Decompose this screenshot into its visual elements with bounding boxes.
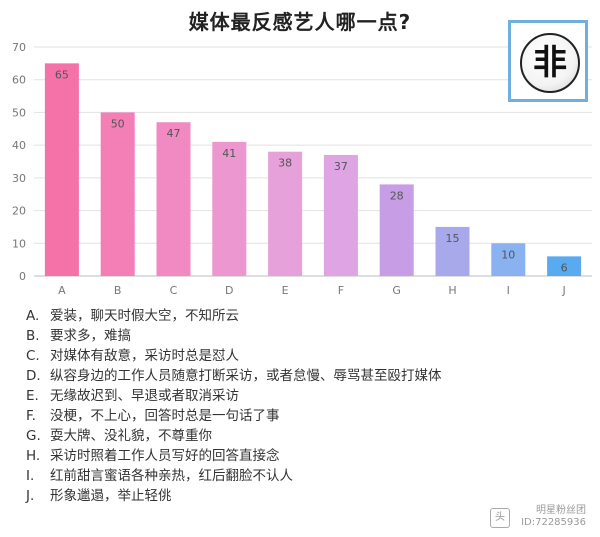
y-tick-label: 40 bbox=[12, 139, 26, 152]
y-tick-label: 60 bbox=[12, 74, 26, 87]
legend-key: D. bbox=[26, 368, 41, 384]
y-tick-label: 30 bbox=[12, 172, 26, 185]
legend-item-c: C. 对媒体有敌意，采访时总是怼人 bbox=[26, 346, 586, 366]
data-label: 28 bbox=[390, 189, 404, 202]
legend-key: G. bbox=[26, 428, 41, 444]
legend-item-f: F. 没梗，不上心，回答时总是一句话了事 bbox=[26, 406, 586, 426]
watermark-line2: ID:72285936 bbox=[521, 517, 586, 528]
x-tick-label: B bbox=[114, 284, 122, 297]
y-tick-label: 50 bbox=[12, 106, 26, 119]
legend-key: C. bbox=[26, 348, 40, 364]
data-label: 37 bbox=[334, 160, 348, 173]
legend-item-j: J. 形象邋遢，举止轻佻 bbox=[26, 486, 586, 506]
bar bbox=[435, 226, 470, 276]
watermark: 明星粉丝团 ID:72285936 bbox=[521, 505, 586, 529]
legend-item-d: D. 纵容身边的工作人员随意打断采访，或者怠慢、辱骂甚至殴打媒体 bbox=[26, 366, 586, 386]
bar bbox=[212, 141, 247, 276]
legend-text: 对媒体有敌意，采访时总是怼人 bbox=[50, 348, 239, 364]
bar bbox=[547, 256, 582, 276]
bar bbox=[44, 63, 79, 276]
watermark-line1: 明星粉丝团 bbox=[536, 505, 586, 516]
legend-text: 形象邋遢，举止轻佻 bbox=[50, 488, 172, 504]
legend-text: 没梗，不上心，回答时总是一句话了事 bbox=[50, 408, 280, 424]
x-tick-label: E bbox=[282, 284, 289, 297]
data-label: 50 bbox=[111, 117, 125, 130]
x-tick-label: D bbox=[225, 284, 233, 297]
x-tick-label: A bbox=[58, 284, 66, 297]
watermark-icon: 头 bbox=[490, 508, 510, 528]
data-label: 15 bbox=[446, 232, 460, 245]
x-tick-label: F bbox=[338, 284, 344, 297]
bar bbox=[379, 184, 414, 276]
x-axis: A B C D E F G H I J bbox=[58, 284, 566, 297]
x-tick-label: I bbox=[507, 284, 510, 297]
legend-key: E. bbox=[26, 388, 39, 404]
logo-badge-icon: 非 bbox=[520, 33, 580, 93]
legend-key: H. bbox=[26, 448, 41, 464]
legend-key: F. bbox=[26, 408, 36, 424]
legend-item-i: I. 红前甜言蜜语各种亲热，红后翻脸不认人 bbox=[26, 466, 586, 486]
data-label: 10 bbox=[501, 248, 515, 261]
legend-text: 无缘故迟到、早退或者取消采访 bbox=[50, 388, 239, 404]
bar-series: 65 50 47 41 38 37 28 15 10 6 bbox=[44, 63, 582, 276]
legend-key: I. bbox=[26, 468, 35, 484]
bar bbox=[156, 122, 191, 276]
bar bbox=[100, 112, 135, 276]
y-tick-label: 70 bbox=[12, 41, 26, 54]
legend-item-a: A. 爱装，聊天时假大空，不知所云 bbox=[26, 306, 586, 326]
legend-item-h: H. 采访时照着工作人员写好的回答直接念 bbox=[26, 446, 586, 466]
legend-key: J. bbox=[26, 488, 35, 504]
legend-text: 要求多，难搞 bbox=[50, 328, 131, 344]
chart-title: 媒体最反感艺人哪一点? bbox=[188, 10, 412, 34]
y-tick-label: 0 bbox=[19, 270, 26, 283]
legend-text: 红前甜言蜜语各种亲热，红后翻脸不认人 bbox=[50, 468, 293, 484]
x-tick-label: J bbox=[561, 284, 565, 297]
legend-key: A. bbox=[26, 308, 40, 324]
legend-text: 爱装，聊天时假大空，不知所云 bbox=[50, 308, 239, 324]
legend-item-e: E. 无缘故迟到、早退或者取消采访 bbox=[26, 386, 586, 406]
data-label: 41 bbox=[222, 147, 236, 160]
y-tick-label: 10 bbox=[12, 237, 26, 250]
bar-chart: 0 10 20 30 40 50 60 70 65 50 47 41 38 37 28 15 10 6 A B C D… bbox=[12, 41, 592, 297]
legend-text: 纵容身边的工作人员随意打断采访，或者怠慢、辱骂甚至殴打媒体 bbox=[50, 368, 442, 384]
x-tick-label: H bbox=[448, 284, 456, 297]
legend-item-b: B. 要求多，难搞 bbox=[26, 326, 586, 346]
x-tick-label: C bbox=[170, 284, 178, 297]
data-label: 38 bbox=[278, 157, 292, 170]
data-label: 6 bbox=[561, 261, 568, 274]
y-axis: 0 10 20 30 40 50 60 70 bbox=[12, 41, 26, 283]
bar bbox=[323, 154, 358, 276]
y-tick-label: 20 bbox=[12, 205, 26, 218]
bar bbox=[268, 151, 303, 276]
legend-text: 采访时照着工作人员写好的回答直接念 bbox=[50, 448, 280, 464]
bar bbox=[491, 243, 526, 276]
legend-key: B. bbox=[26, 328, 40, 344]
legend-text: 耍大牌、没礼貌，不尊重你 bbox=[50, 428, 212, 444]
logo-glyph: 非 bbox=[533, 43, 567, 83]
x-tick-label: G bbox=[392, 284, 401, 297]
data-label: 47 bbox=[167, 127, 181, 140]
legend-item-g: G. 耍大牌、没礼貌，不尊重你 bbox=[26, 426, 586, 446]
data-label: 65 bbox=[55, 68, 69, 81]
brand-logo: 非 bbox=[508, 20, 588, 102]
legend-list: A. 爱装，聊天时假大空，不知所云 B. 要求多，难搞 C. 对媒体有敌意，采访时总是… bbox=[26, 306, 586, 506]
